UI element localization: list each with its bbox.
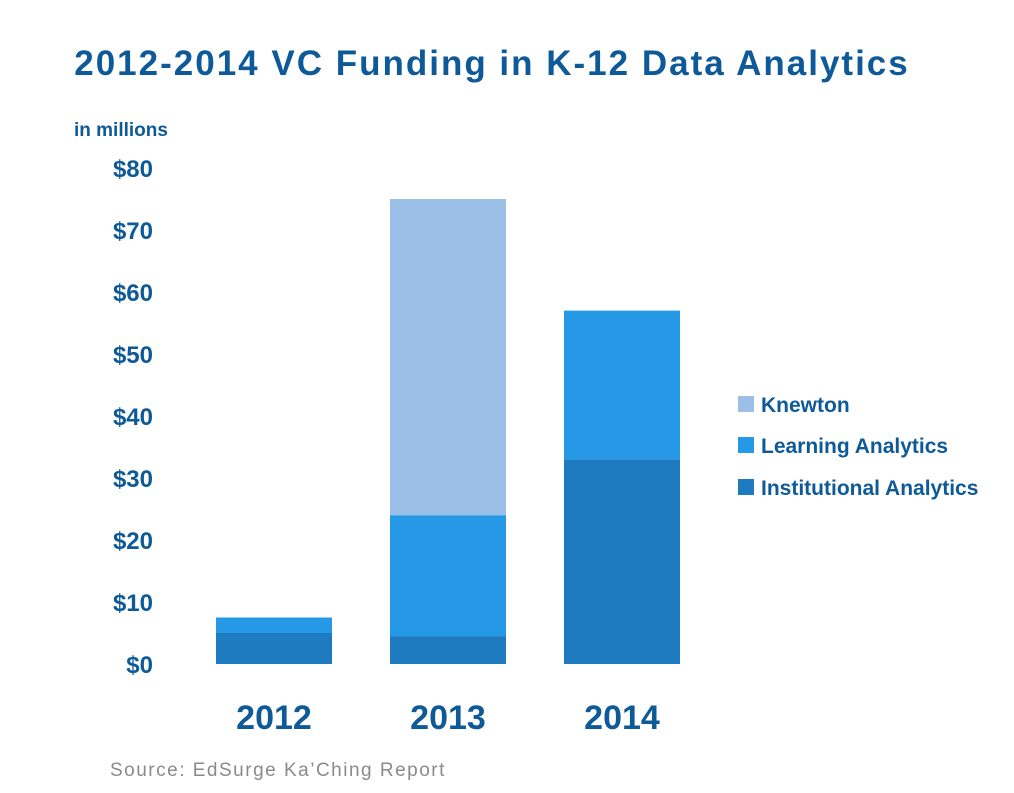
y-tick-label: $80	[113, 156, 153, 183]
legend-swatch	[738, 437, 754, 453]
legend-label: Learning Analytics	[761, 435, 948, 458]
y-tick-label: $0	[126, 652, 153, 679]
y-tick-label: $40	[113, 404, 153, 431]
bar-segment	[216, 633, 332, 664]
legend-swatch	[738, 396, 754, 412]
y-tick-label: $50	[113, 342, 153, 369]
y-axis-ticks: $0 $10 $20 $30 $40 $50 $60 $70 $80	[113, 156, 153, 679]
bar-segment	[564, 310, 680, 460]
source-note: Source: EdSurge Ka’Ching Report	[110, 760, 446, 781]
bar-segment	[390, 636, 506, 664]
bars	[216, 199, 680, 664]
x-tick-label: 2014	[584, 699, 660, 737]
chart-title: 2012-2014 VC Funding in K-12 Data Analyt…	[74, 44, 910, 83]
y-tick-label: $10	[113, 590, 153, 617]
bar-segment	[564, 459, 680, 664]
legend-swatch	[738, 479, 754, 495]
y-tick-label: $60	[113, 280, 153, 307]
y-unit-label: in millions	[74, 120, 168, 141]
legend-label: Knewton	[761, 394, 850, 417]
y-tick-label: $70	[113, 218, 153, 245]
legend: Knewton Learning Analytics Institutional A…	[738, 394, 978, 500]
bar-segment	[390, 515, 506, 637]
y-tick-label: $20	[113, 528, 153, 555]
bar-segment	[390, 199, 506, 516]
x-tick-label: 2012	[236, 699, 312, 737]
y-tick-label: $30	[113, 466, 153, 493]
x-tick-label: 2013	[410, 699, 486, 737]
bar-segment	[216, 617, 332, 633]
x-axis-ticks: 2012 2013 2014	[236, 699, 660, 737]
legend-label: Institutional Analytics	[761, 477, 978, 500]
